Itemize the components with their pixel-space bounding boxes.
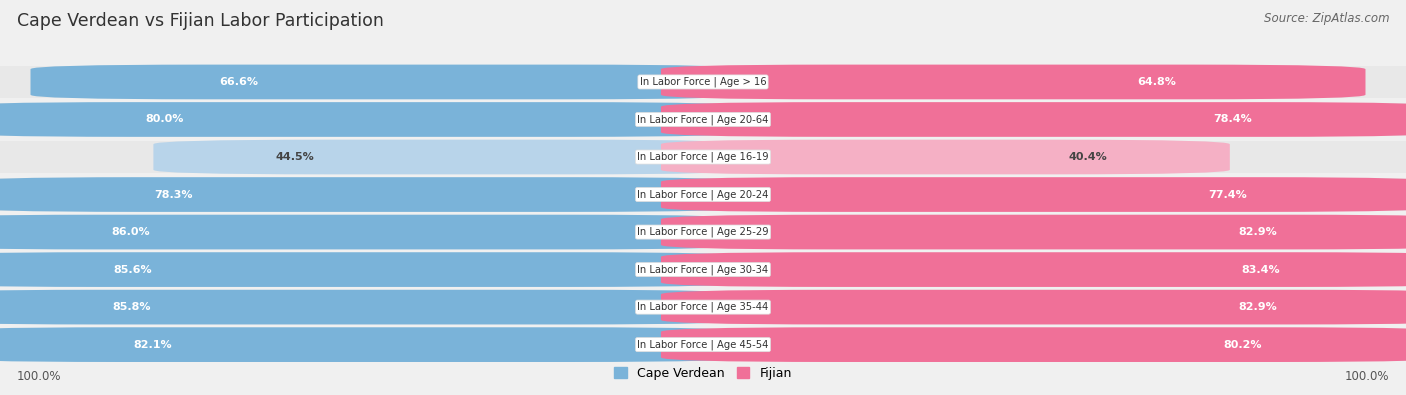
FancyBboxPatch shape	[0, 66, 1406, 98]
Text: 77.4%: 77.4%	[1208, 190, 1247, 199]
FancyBboxPatch shape	[0, 215, 745, 249]
Text: 83.4%: 83.4%	[1241, 265, 1279, 275]
Legend: Cape Verdean, Fijian: Cape Verdean, Fijian	[609, 362, 797, 385]
Text: 82.1%: 82.1%	[134, 340, 172, 350]
Text: Source: ZipAtlas.com: Source: ZipAtlas.com	[1264, 12, 1389, 25]
Text: 80.2%: 80.2%	[1223, 340, 1263, 350]
Text: 100.0%: 100.0%	[1344, 370, 1389, 383]
FancyBboxPatch shape	[0, 254, 1406, 286]
Text: In Labor Force | Age 25-29: In Labor Force | Age 25-29	[637, 227, 769, 237]
FancyBboxPatch shape	[0, 252, 745, 287]
FancyBboxPatch shape	[0, 329, 1406, 361]
FancyBboxPatch shape	[0, 177, 745, 212]
Text: 85.8%: 85.8%	[112, 302, 152, 312]
Text: 80.0%: 80.0%	[145, 115, 183, 124]
FancyBboxPatch shape	[661, 252, 1406, 287]
FancyBboxPatch shape	[0, 290, 745, 324]
FancyBboxPatch shape	[153, 140, 745, 174]
Text: 78.4%: 78.4%	[1213, 115, 1253, 124]
Text: 44.5%: 44.5%	[276, 152, 315, 162]
Text: In Labor Force | Age 45-54: In Labor Force | Age 45-54	[637, 339, 769, 350]
Text: 40.4%: 40.4%	[1069, 152, 1108, 162]
Text: In Labor Force | Age 20-64: In Labor Force | Age 20-64	[637, 114, 769, 125]
Text: 85.6%: 85.6%	[114, 265, 152, 275]
FancyBboxPatch shape	[31, 65, 745, 99]
FancyBboxPatch shape	[0, 141, 1406, 173]
Text: 64.8%: 64.8%	[1137, 77, 1177, 87]
FancyBboxPatch shape	[661, 65, 1365, 99]
FancyBboxPatch shape	[661, 290, 1406, 324]
Text: Cape Verdean vs Fijian Labor Participation: Cape Verdean vs Fijian Labor Participati…	[17, 12, 384, 30]
Text: In Labor Force | Age 35-44: In Labor Force | Age 35-44	[637, 302, 769, 312]
FancyBboxPatch shape	[0, 291, 1406, 323]
Text: 100.0%: 100.0%	[17, 370, 62, 383]
Text: In Labor Force | Age 16-19: In Labor Force | Age 16-19	[637, 152, 769, 162]
Text: 82.9%: 82.9%	[1239, 302, 1277, 312]
Text: In Labor Force | Age 30-34: In Labor Force | Age 30-34	[637, 264, 769, 275]
FancyBboxPatch shape	[0, 179, 1406, 211]
FancyBboxPatch shape	[0, 102, 745, 137]
Text: In Labor Force | Age > 16: In Labor Force | Age > 16	[640, 77, 766, 87]
Text: 82.9%: 82.9%	[1239, 227, 1277, 237]
FancyBboxPatch shape	[661, 177, 1406, 212]
Text: 66.6%: 66.6%	[219, 77, 259, 87]
FancyBboxPatch shape	[661, 215, 1406, 249]
Text: 78.3%: 78.3%	[155, 190, 193, 199]
FancyBboxPatch shape	[0, 103, 1406, 135]
FancyBboxPatch shape	[0, 216, 1406, 248]
FancyBboxPatch shape	[661, 102, 1406, 137]
Text: In Labor Force | Age 20-24: In Labor Force | Age 20-24	[637, 189, 769, 200]
FancyBboxPatch shape	[0, 327, 745, 362]
FancyBboxPatch shape	[661, 140, 1230, 174]
Text: 86.0%: 86.0%	[111, 227, 150, 237]
FancyBboxPatch shape	[661, 327, 1406, 362]
